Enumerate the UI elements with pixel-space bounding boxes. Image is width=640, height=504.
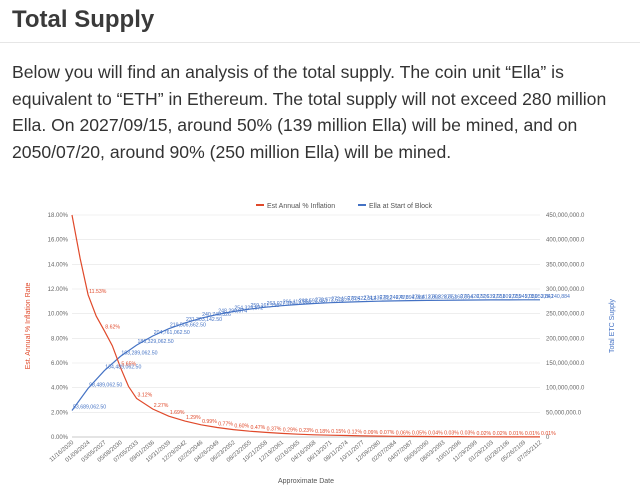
inflation-data-label: 0.03% [460,431,475,437]
supply-data-label: 277,809,035 [493,294,522,300]
inflation-data-label: 0.47% [251,425,266,431]
inflation-data-label: 0.15% [331,429,346,435]
inflation-data-label: 0.77% [218,422,233,428]
inflation-data-label: 1.69% [170,410,185,416]
supply-data-label: 277,426,526 [460,294,489,300]
inflation-data-label: 0.29% [283,427,298,433]
inflation-data-label: 3.12% [138,393,153,399]
supply-data-label: 163,289,062.50 [121,350,157,356]
supply-data-label: 277,639,031 [476,294,505,300]
y-left-tick-label: 4.00% [51,386,69,392]
y-left-tick-label: 8.00% [51,336,69,342]
supply-data-label: 98,489,062.50 [89,382,122,388]
supply-data-label: 275,894,988 [396,295,425,301]
y-left-tick-label: 18.00% [48,213,69,219]
inflation-data-label: 0.05% [412,430,427,436]
inflation-data-label: 0.04% [428,431,443,437]
y-right-tick-label: 100,000,000.0 [546,386,585,392]
supply-data-label: 277,160,894 [444,294,473,300]
inflation-data-label: 0.99% [202,419,217,425]
y-right-tick-label: 50,000,000.0 [546,410,582,416]
supply-data-label: 268,593,457 [299,298,328,304]
y-right-tick-label: 450,000,000.0 [546,213,585,219]
inflation-data-label: 0.23% [299,428,314,434]
supply-line [71,299,540,411]
inflation-data-label: 0.07% [380,430,395,436]
y-right-tick-label: 150,000,000.0 [546,361,585,367]
supply-data-label: 275,246,470 [380,295,409,301]
supply-data-label: 270,572,578 [315,298,344,304]
y-right-tick-label: 300,000,000.0 [546,287,585,293]
title-divider [0,42,640,43]
y-left-tick-label: 0.00% [51,435,69,441]
supply-data-label: 219,506,662.50 [170,323,206,329]
y-right-tick-label: 400,000,000.0 [546,238,585,244]
y-left-axis-title: Est. Annual % Inflation Rate [25,283,32,370]
inflation-data-label: 0.06% [396,430,411,436]
supply-data-label: 274,435,822 [363,296,392,302]
supply-data-label: 240,740,326 [202,312,231,318]
inflation-data-label: 1.29% [186,415,201,421]
supply-data-label: 53,689,062.50 [73,405,106,411]
supply-data-label: 278,053,842 [525,294,554,300]
y-right-axis-title: Total ETC Supply [609,298,616,353]
inflation-data-label: 2.27% [154,403,169,409]
inflation-data-label: 0.02% [476,431,491,437]
supply-data-label: 277,945,039 [509,294,538,300]
supply-data-label: 266,119,556 [283,300,312,306]
y-left-tick-label: 14.00% [48,262,69,268]
supply-data-label: 263,027,180 [267,301,296,307]
supply-data-label: 231,303,142.50 [186,317,222,323]
y-right-tick-label: 200,000,000.0 [546,336,585,342]
y-left-tick-label: 16.00% [48,238,69,244]
inflation-data-label: 0.02% [493,431,508,437]
x-axis-title: Approximate Date [278,478,334,485]
y-left-tick-label: 12.00% [48,287,69,293]
supply-data-label: 186,329,062.50 [138,339,174,345]
supply-data-label: 276,828,853 [428,294,457,300]
intro-paragraph: Below you will find an analysis of the t… [12,62,607,162]
y-left-tick-label: 2.00% [51,410,69,416]
inflation-data-label: 0.03% [444,431,459,437]
inflation-data-label: 0.01% [525,431,540,437]
y-left-tick-label: 10.00% [48,312,69,318]
inflation-data-label: 0.60% [234,424,249,430]
supply-data-label: 259,161,710 [251,303,280,309]
inflation-data-label: 0.12% [347,430,362,436]
inflation-data-label: 0.01% [541,431,556,437]
inflation-data-label: 0.37% [267,426,282,432]
page-title: Total Supply [12,6,155,33]
inflation-data-label: 11.53% [89,289,107,295]
supply-data-label: 248,290,074 [218,309,247,315]
inflation-data-label: 0.01% [509,431,524,437]
y-left-tick-label: 6.00% [51,361,69,367]
y-right-tick-label: 250,000,000.0 [546,312,585,318]
supply-data-label: 272,155,875 [331,297,360,303]
legend-label-inflation: Est Annual % Inflation [267,203,335,210]
supply-data-label: 276,413,802 [412,295,441,301]
inflation-data-label: 0.09% [363,430,378,436]
supply-data-label: 134,489,062.50 [105,365,141,371]
supply-data-label: 254,329,872 [234,306,263,312]
inflation-data-label: 0.18% [315,429,330,435]
inflation-data-label: 8.62% [105,325,120,331]
y-right-tick-label: 0 [546,435,550,441]
supply-data-label: 204,761,062.50 [154,330,190,336]
legend-label-supply: Ella at Start of Block [369,203,433,210]
supply-chart-svg: Est Annual % Inflation Ella at Start of B… [25,203,616,485]
inflation-line [71,214,540,438]
supply-chart: Est Annual % Inflation Ella at Start of B… [20,193,620,489]
y-right-tick-label: 350,000,000.0 [546,262,585,268]
inflation-data-label: 5.65% [121,361,136,367]
supply-data-label: 273,422,512 [347,296,376,302]
supply-data-label: 278,140,884 [541,294,570,300]
